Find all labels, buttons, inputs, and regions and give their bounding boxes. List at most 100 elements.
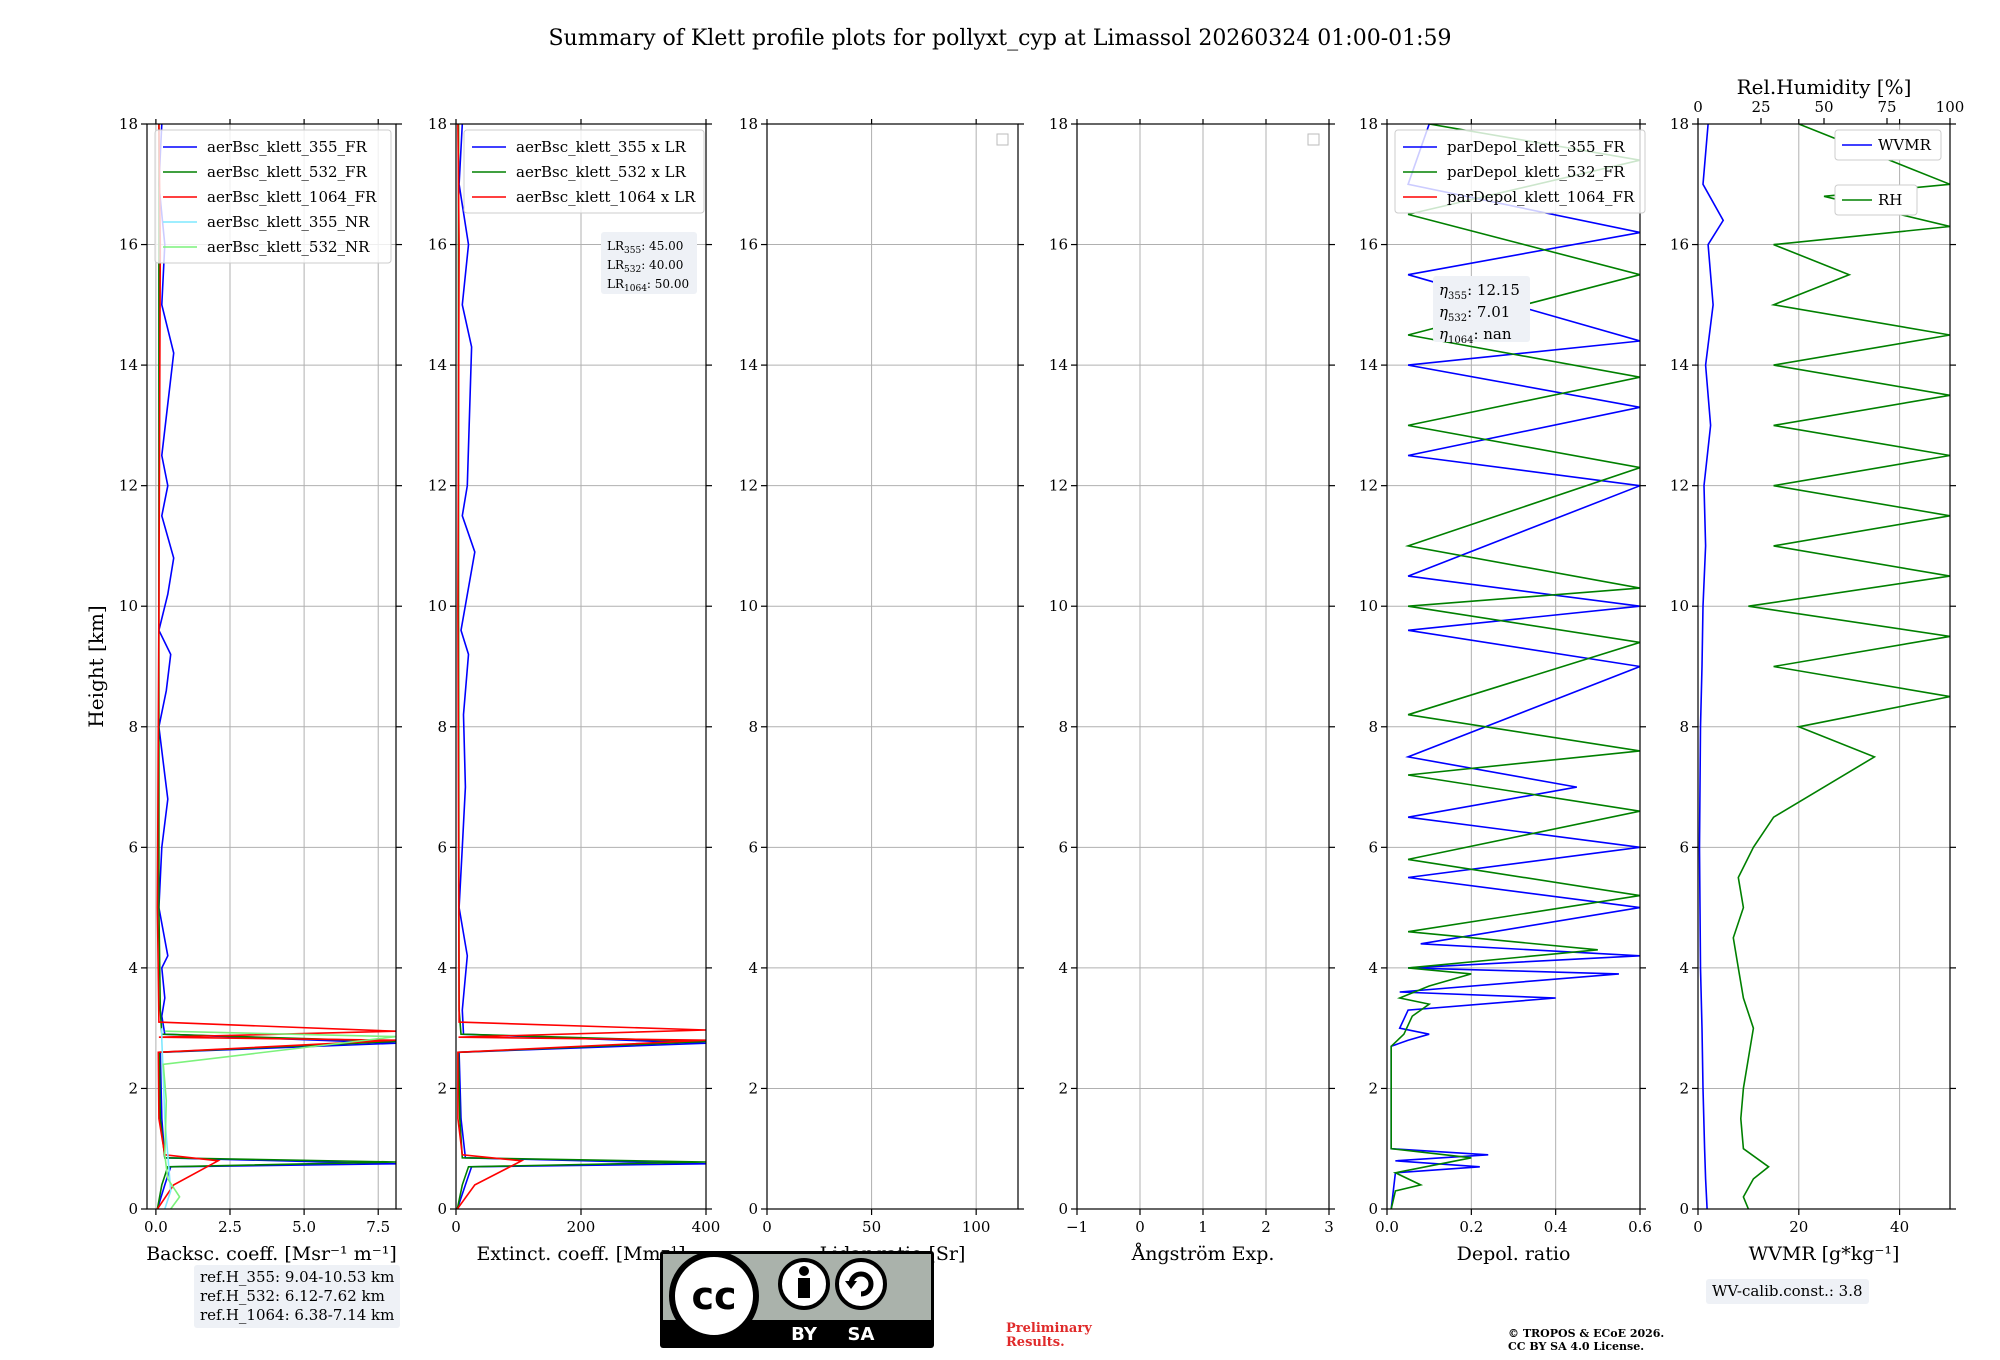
x-tick-label: 7.5 (366, 1218, 390, 1236)
x-tick-label: 0 (1135, 1218, 1145, 1236)
y-tick-label: 14 (119, 356, 138, 374)
y-tick-label: 16 (1359, 236, 1378, 254)
series-line-aerBsc_klett_1064 x LR (456, 124, 706, 1209)
y-tick-label: 18 (1670, 115, 1689, 133)
legend-frame (154, 129, 392, 264)
y-tick-label: 12 (739, 477, 758, 495)
legend: aerBsc_klett_355 x LR aerBsc_klett_532 x … (463, 129, 705, 214)
y-tick-label: 10 (428, 597, 447, 615)
legend-label: aerBsc_klett_532_FR (207, 163, 367, 181)
panel-wv: 0 20 40 0 2 4 6 8 10 12 14 16 18 WVMR [g*kg⁻¹] 0 25 50 75… (1670, 75, 1964, 1265)
preliminary-line-2: Results. (1006, 1335, 1065, 1350)
top-x-tick-label: 100 (1936, 98, 1965, 116)
copyright-line-1: © TROPOS & ECoE 2026. (1508, 1327, 1665, 1340)
x-tick-label: 0.2 (1459, 1218, 1483, 1236)
top-x-tick-label: 0 (1693, 98, 1703, 116)
legend-label: aerBsc_klett_355 x LR (516, 138, 687, 156)
x-tick-label: 50 (862, 1218, 881, 1236)
cc-license-badge: cc BY SA (660, 1251, 934, 1348)
top-x-tick-label: 25 (1751, 98, 1770, 116)
eta-box-frame (1433, 276, 1530, 342)
ref-height-532: ref.H_532: 6.12-7.62 km (200, 1287, 385, 1305)
series-line-aerBsc_klett_355_NR (161, 1028, 172, 1209)
x-tick-label: 0 (451, 1218, 461, 1236)
y-tick-label: 12 (1049, 477, 1068, 495)
copyright-note: © TROPOS & ECoE 2026. CC BY SA 4.0 Licen… (1508, 1327, 1664, 1353)
y-tick-label: 14 (1049, 356, 1068, 374)
eta-value-532: η532: 7.01 (1439, 303, 1510, 324)
series-group (1698, 124, 1950, 1209)
wv-calib-box: WV-calib.const.: 3.8 (1706, 1279, 1869, 1304)
eta-value-1064: η1064: nan (1439, 325, 1512, 346)
top-x-axis-label: Rel.Humidity [%] (1737, 75, 1912, 99)
y-tick-label: 8 (748, 718, 758, 736)
x-tick-label: 0.6 (1628, 1218, 1652, 1236)
x-tick-label: 100 (962, 1218, 991, 1236)
y-tick-label: 4 (1679, 959, 1689, 977)
y-tick-label: 16 (119, 236, 138, 254)
legend-rh: RH (1834, 184, 1918, 216)
panel-dep: 0.0 0.2 0.4 0.6 0 2 4 6 8 10 12 14 16 18 Depol. ratio p… (1359, 115, 1652, 1265)
x-tick-label: 40 (1890, 1218, 1909, 1236)
x-tick-label: 2 (1261, 1218, 1271, 1236)
y-tick-label: 0 (1058, 1200, 1068, 1218)
y-tick-label: 4 (1058, 959, 1068, 977)
y-tick-label: 10 (1670, 597, 1689, 615)
y-tick-label: 6 (128, 838, 138, 856)
figure-title: Summary of Klett profile plots for polly… (548, 26, 1451, 51)
x-tick-label: 0.0 (144, 1218, 168, 1236)
y-tick-label: 16 (1049, 236, 1068, 254)
axes-frame (1386, 123, 1641, 1210)
x-tick-label: 200 (567, 1218, 596, 1236)
x-tick-label: 0 (1693, 1218, 1703, 1236)
y-tick-label: 0 (437, 1200, 447, 1218)
legend-label: parDepol_klett_1064_FR (1447, 188, 1635, 206)
y-tick-label: 10 (1049, 597, 1068, 615)
y-tick-label: 12 (1670, 477, 1689, 495)
legend-label: aerBsc_klett_355_FR (207, 138, 367, 156)
y-tick-label: 14 (1670, 356, 1689, 374)
axes-frame (146, 123, 397, 1210)
preliminary-note: Preliminary Results. (1006, 1322, 1092, 1350)
y-tick-label: 6 (1368, 838, 1378, 856)
ref-height-box: ref.H_355: 9.04-10.53 km ref.H_532: 6.12… (194, 1265, 401, 1328)
y-tick-label: 10 (739, 597, 758, 615)
y-tick-label: 8 (1368, 718, 1378, 736)
legend: aerBsc_klett_355_FR aerBsc_klett_532_FRae… (154, 129, 392, 264)
by-label: BY (791, 1324, 818, 1345)
y-tick-label: 2 (128, 1079, 138, 1097)
legend-wvmr: WVMR (1834, 129, 1942, 161)
y-tick-label: 0 (1368, 1200, 1378, 1218)
series-line-parDepol_klett_532_FR (1390, 124, 1640, 1209)
y-tick-label: 10 (119, 597, 138, 615)
y-tick-label: 16 (428, 236, 447, 254)
ref-height-1064: ref.H_1064: 6.38-7.14 km (200, 1306, 395, 1324)
legend-frame (463, 129, 705, 214)
x-axis-label: Depol. ratio (1457, 1243, 1571, 1265)
y-tick-label: 6 (1058, 838, 1068, 856)
y-tick-label: 12 (428, 477, 447, 495)
series-group (456, 124, 706, 1209)
y-tick-label: 4 (437, 959, 447, 977)
x-tick-label: −1 (1066, 1218, 1088, 1236)
legend-label: parDepol_klett_355_FR (1447, 138, 1625, 156)
legend-label-wvmr: WVMR (1878, 136, 1932, 154)
panel-lr: 050100024681012141618Lidar ratio [Sr] (739, 115, 1024, 1265)
y-tick-label: 14 (428, 356, 447, 374)
x-tick-label: 0 (762, 1218, 772, 1236)
series-line-aerBsc_klett_532_NR (162, 1030, 396, 1209)
y-tick-label: 4 (1368, 959, 1378, 977)
series-group (156, 124, 396, 1209)
lr-value-355: LR355: 45.00 (607, 239, 683, 256)
y-tick-label: 2 (1679, 1079, 1689, 1097)
y-tick-label: 18 (119, 115, 138, 133)
x-tick-label: 0.4 (1544, 1218, 1568, 1236)
wv-calib-text: WV-calib.const.: 3.8 (1712, 1282, 1863, 1300)
axes-frame (766, 123, 1019, 1210)
legend-frame (1834, 184, 1918, 216)
ref-height-355: ref.H_355: 9.04-10.53 km (200, 1268, 395, 1286)
